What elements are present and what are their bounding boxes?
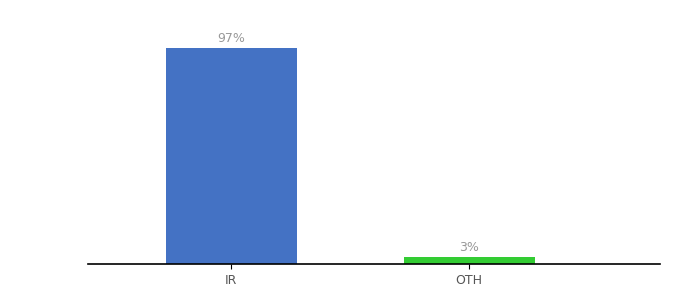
Text: 97%: 97% <box>218 32 245 45</box>
Text: 3%: 3% <box>459 241 479 254</box>
Bar <box>166 48 296 264</box>
Bar <box>404 257 534 264</box>
